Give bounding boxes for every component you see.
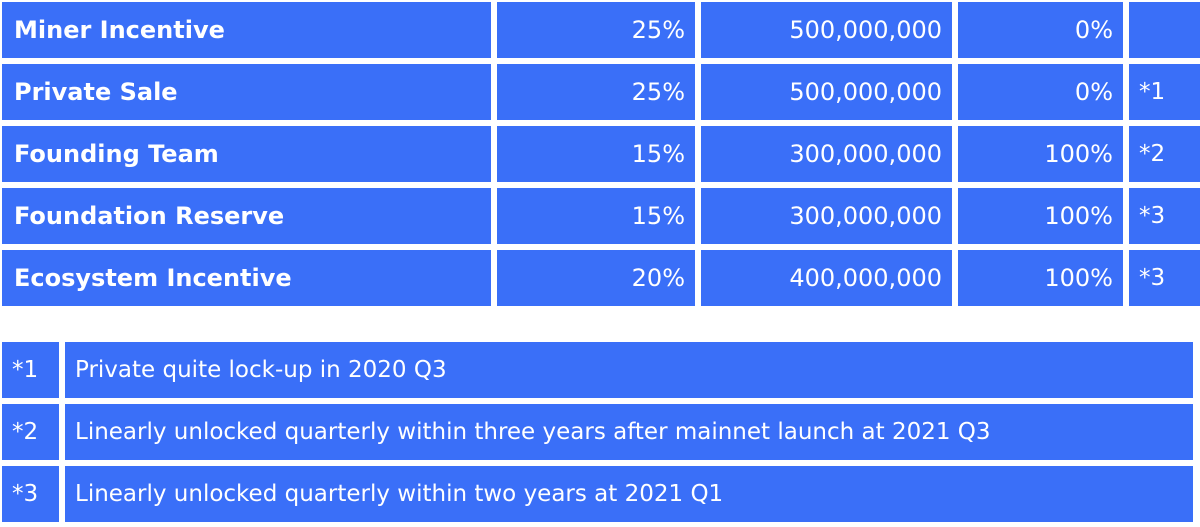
footnote-text: Linearly unlocked quarterly within two y… bbox=[65, 466, 1193, 522]
cell-note: *2 bbox=[1129, 126, 1200, 182]
cell-percent: 20% bbox=[497, 250, 695, 306]
cell-amount: 300,000,000 bbox=[701, 188, 952, 244]
cell-amount: 500,000,000 bbox=[701, 2, 952, 58]
cell-percent: 25% bbox=[497, 2, 695, 58]
cell-name: Foundation Reserve bbox=[2, 188, 491, 244]
cell-amount: 300,000,000 bbox=[701, 126, 952, 182]
cell-unlocked: 100% bbox=[958, 126, 1123, 182]
cell-unlocked: 0% bbox=[958, 2, 1123, 58]
footnote-mark: *1 bbox=[2, 342, 59, 398]
cell-percent: 15% bbox=[497, 188, 695, 244]
cell-amount: 500,000,000 bbox=[701, 64, 952, 120]
cell-unlocked: 100% bbox=[958, 188, 1123, 244]
cell-unlocked: 0% bbox=[958, 64, 1123, 120]
footnote-text: Private quite lock-up in 2020 Q3 bbox=[65, 342, 1193, 398]
cell-note: *1 bbox=[1129, 64, 1200, 120]
footnote-mark: *3 bbox=[2, 466, 59, 522]
cell-note: *3 bbox=[1129, 250, 1200, 306]
cell-percent: 15% bbox=[497, 126, 695, 182]
footnote-mark: *2 bbox=[2, 404, 59, 460]
cell-name: Founding Team bbox=[2, 126, 491, 182]
cell-name: Ecosystem Incentive bbox=[2, 250, 491, 306]
cell-name: Miner Incentive bbox=[2, 2, 491, 58]
cell-amount: 400,000,000 bbox=[701, 250, 952, 306]
cell-unlocked: 100% bbox=[958, 250, 1123, 306]
cell-note: *3 bbox=[1129, 188, 1200, 244]
cell-name: Private Sale bbox=[2, 64, 491, 120]
cell-percent: 25% bbox=[497, 64, 695, 120]
cell-note bbox=[1129, 2, 1200, 58]
footnote-text: Linearly unlocked quarterly within three… bbox=[65, 404, 1193, 460]
